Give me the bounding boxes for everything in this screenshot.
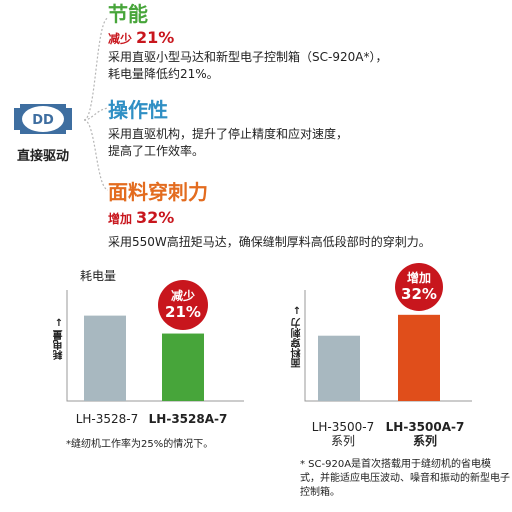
energy-saving-stat: 减少 21% xyxy=(108,28,174,49)
energy-saving-description: 采用直驱小型马达和新型电子控制箱（SC-920A*）， 耗电量降低约21%。 xyxy=(108,49,387,83)
operability-line-1: 采用直驱机构，提升了停止精度和应对速度， xyxy=(108,127,349,141)
energy-saving-line-2: 耗电量降低约21%。 xyxy=(108,67,219,81)
operability-description: 采用直驱机构，提升了停止精度和应对速度， 提高了工作效率。 xyxy=(108,126,348,160)
penetration-stat: 增加 32% xyxy=(108,208,174,229)
penetration-value: 32% xyxy=(136,208,175,227)
energy-saving-title: 节能 xyxy=(108,2,148,26)
chart1-xlabel-2: LH-3528A-7 xyxy=(148,412,228,426)
chart1-note: *缝纫机工作率为25%的情况下。 xyxy=(66,439,214,450)
chart2-badge-line2: 32% xyxy=(401,284,437,303)
chart1-xlabel-1: LH-3528-7 xyxy=(75,412,139,426)
chart2-badge: 增加 32% xyxy=(395,262,443,311)
operability-line-2: 提高了工作效率。 xyxy=(108,144,205,158)
energy-saving-tag: 减少 xyxy=(108,32,133,46)
dd-icon-text: DD xyxy=(32,113,54,128)
chart1-ylabel: 耗电量 → xyxy=(54,318,65,360)
connector-lines xyxy=(83,17,109,191)
penetration-line-1: 采用550W高扭矩马达，确保缝制厚料高低段部时的穿刺力。 xyxy=(108,235,431,249)
chart2-badge-line1: 增加 xyxy=(406,270,431,285)
direct-drive-motor-icon: DD xyxy=(14,104,72,134)
chart2-bar-1 xyxy=(318,335,360,401)
energy-saving-value: 21% xyxy=(136,28,175,47)
chart1-bar-2 xyxy=(162,333,204,401)
chart1-plot xyxy=(66,290,244,402)
penetration-tag: 增加 xyxy=(108,212,133,226)
penetration-description: 采用550W高扭矩马达，确保缝制厚料高低段部时的穿刺力。 xyxy=(108,234,431,251)
chart1-bar-1 xyxy=(84,315,126,401)
chart1-badge-line1: 减少 xyxy=(170,288,195,303)
chart1-title: 耗电量 xyxy=(80,269,117,283)
chart2-ylabel: 面料穿刺力 → xyxy=(292,306,303,368)
penetration-title: 面料穿刺力 xyxy=(108,180,208,204)
direct-drive-label: 直接驱动 xyxy=(16,149,69,164)
chart1-badge-line2: 21% xyxy=(165,302,201,321)
operability-title: 操作性 xyxy=(108,98,168,122)
footnote: * SC-920A是首次搭载用于缝纫机的省电模式，并能适应电压波动、噪音和振动的… xyxy=(300,459,510,498)
chart2-bar-2 xyxy=(398,314,440,401)
chart2-xlabel-2: LH-3500A-7 系列 xyxy=(385,420,465,448)
chart2-xlabel-1: LH-3500-7 系列 xyxy=(311,420,375,448)
chart1-badge: 减少 21% xyxy=(158,279,208,330)
energy-saving-line-1: 采用直驱小型马达和新型电子控制箱（SC-920A*）， xyxy=(108,50,388,64)
chart2-plot xyxy=(304,290,472,402)
